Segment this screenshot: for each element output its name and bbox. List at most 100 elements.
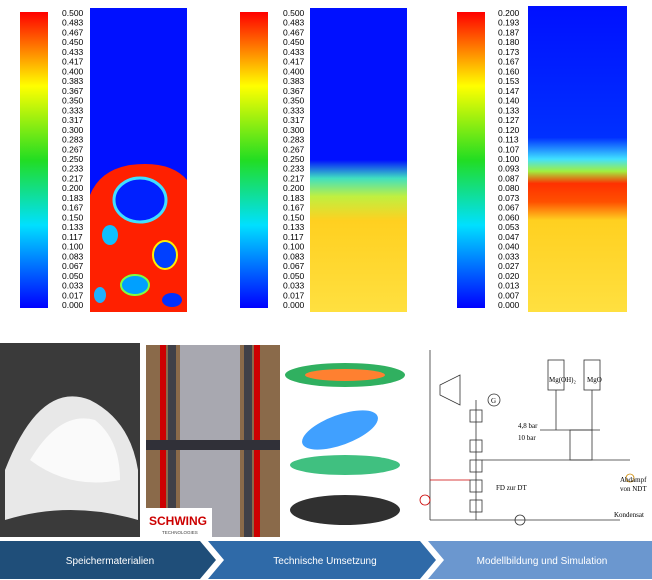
colorbar-label: 0.433 — [283, 47, 305, 57]
colorbar-label: 0.400 — [283, 66, 305, 76]
colorbar-label: 0.193 — [498, 18, 520, 28]
colorbar-label: 0.283 — [283, 135, 305, 145]
colorbar-label: 0.017 — [283, 290, 305, 300]
colorbar-label: 0.250 — [62, 154, 84, 164]
colorbar — [20, 12, 48, 308]
step-label: Modellbildung und Simulation — [477, 556, 608, 567]
colorbar-label: 0.250 — [283, 154, 305, 164]
colorbar-label: 0.153 — [498, 76, 520, 86]
step-arrow — [0, 541, 216, 579]
process-steps: Speichermaterialien Technische Umsetzung… — [0, 541, 652, 579]
colorbar-label: 0.150 — [283, 212, 305, 222]
colorbar-label: 0.483 — [62, 18, 84, 28]
label: FD zur DT — [496, 484, 527, 492]
colorbar-label: 0.027 — [498, 261, 520, 271]
logo: SCHWING — [149, 514, 207, 528]
colorbar-label: 0.183 — [283, 193, 305, 203]
colorbar-label: 0.060 — [498, 212, 520, 222]
step-arrow — [428, 541, 652, 579]
colorbar-label: 0.283 — [62, 135, 84, 145]
label: 10 bar — [518, 434, 536, 442]
colorbar-label: 0.180 — [498, 37, 520, 47]
colorbar-label: 0.100 — [62, 242, 84, 252]
photos: SCHWING TECHNOLOGIES — [0, 343, 405, 537]
colorbar-label: 0.020 — [498, 271, 520, 281]
colorbar-label: 0.050 — [283, 271, 305, 281]
colorbar-label: 0.400 — [62, 66, 84, 76]
colorbar-label: 0.367 — [62, 86, 84, 96]
colorbar-label: 0.167 — [62, 203, 84, 213]
colorbar-label: 0.007 — [498, 290, 520, 300]
colorbar-label: 0.433 — [62, 47, 84, 57]
colorbar-label: 0.333 — [283, 105, 305, 115]
colorbar-label: 0.033 — [283, 281, 305, 291]
colorbar — [457, 12, 485, 308]
colorbar-label: 0.467 — [283, 27, 305, 37]
colorbar-label: 0.500 — [62, 8, 84, 18]
colorbar-label: 0.450 — [62, 37, 84, 47]
colorbar-label: 0.127 — [498, 115, 520, 125]
colorbar-label: 0.150 — [62, 212, 84, 222]
colorbar-label: 0.200 — [498, 8, 520, 18]
colorbar-label: 0.100 — [498, 154, 520, 164]
colorbar-label: 0.120 — [498, 125, 520, 135]
colorbar-label: 0.133 — [283, 222, 305, 232]
colorbar-label: 0.093 — [498, 164, 520, 174]
colorbar-label: 0.100 — [283, 242, 305, 252]
colorbar-label: 0.053 — [498, 222, 520, 232]
colorbar — [240, 12, 268, 308]
colorbar-label: 0.083 — [62, 251, 84, 261]
colorbar-label: 0.113 — [498, 135, 519, 145]
colorbar-label: 0.467 — [62, 27, 84, 37]
label: Kondensat — [614, 511, 644, 519]
diagram-labels: Mg(OH)₂ MgO G 4,8 bar 10 bar FD zur DT A… — [491, 376, 647, 519]
colorbar-label: 0.383 — [283, 76, 305, 86]
colorbar-label: 0.047 — [498, 232, 520, 242]
colorbar-label: 0.000 — [283, 300, 305, 310]
colorbar-label: 0.160 — [498, 66, 520, 76]
field-1 — [90, 8, 187, 312]
colorbar-label: 0.333 — [62, 105, 84, 115]
colorbar-label: 0.350 — [62, 96, 84, 106]
logo-sub: TECHNOLOGIES — [162, 530, 198, 535]
colorbar-label: 0.013 — [498, 281, 520, 291]
colorbar-label: 0.383 — [62, 76, 84, 86]
colorbar-label: 0.087 — [498, 173, 520, 183]
colorbar-label: 0.073 — [498, 193, 520, 203]
field-3 — [528, 6, 627, 312]
process-diagram — [419, 350, 635, 526]
colorbars — [20, 12, 485, 308]
colorbar-label: 0.500 — [283, 8, 305, 18]
field-2 — [310, 8, 407, 312]
colorbar-label: 0.173 — [498, 47, 520, 57]
colorbar-label: 0.033 — [62, 281, 84, 291]
colorbar-label: 0.117 — [62, 232, 83, 242]
colorbar-label: 0.133 — [498, 105, 520, 115]
label: 4,8 bar — [518, 422, 538, 430]
colorbar-label: 0.167 — [498, 57, 520, 67]
colorbar-label: 0.217 — [283, 173, 305, 183]
step-arrow — [208, 541, 436, 579]
label: von NDT — [620, 485, 647, 493]
colorbar-label: 0.000 — [498, 300, 520, 310]
step-label: Speichermaterialien — [66, 556, 154, 567]
colorbar-label: 0.233 — [62, 164, 84, 174]
colorbar-label: 0.067 — [62, 261, 84, 271]
colorbar-label: 0.417 — [62, 57, 84, 67]
colorbar-label: 0.147 — [498, 86, 520, 96]
colorbar-label: 0.317 — [283, 115, 305, 125]
colorbar-label: 0.317 — [62, 115, 84, 125]
colorbar-label: 0.300 — [283, 125, 305, 135]
colorbar-label: 0.217 — [62, 173, 84, 183]
colorbar-label: 0.187 — [498, 27, 520, 37]
colorbar-label: 0.483 — [283, 18, 305, 28]
colorbar-label: 0.133 — [62, 222, 84, 232]
flow-image — [285, 363, 405, 525]
colorbar-label: 0.267 — [62, 144, 84, 154]
colorbar-label: 0.267 — [283, 144, 305, 154]
colorbar-label: 0.067 — [283, 261, 305, 271]
colorbar-label: 0.140 — [498, 96, 520, 106]
colorbar-label: 0.107 — [498, 144, 520, 154]
colorbar-label: 0.200 — [62, 183, 84, 193]
